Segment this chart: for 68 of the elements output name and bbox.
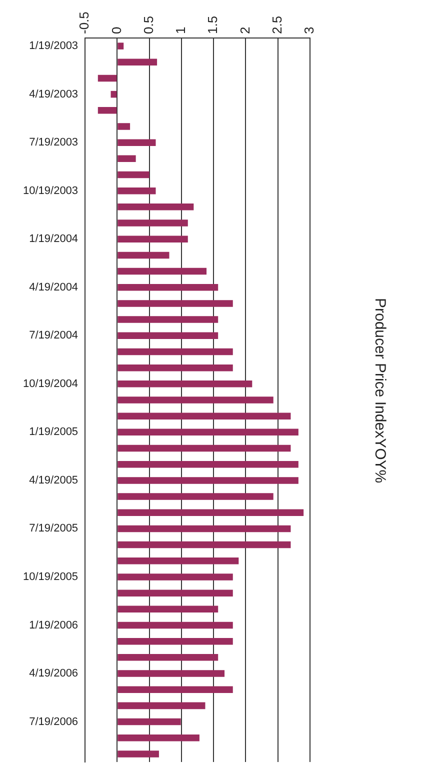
bar	[118, 171, 150, 178]
bar	[118, 558, 239, 564]
bar	[118, 204, 194, 210]
bar	[118, 252, 170, 259]
bar	[118, 493, 274, 500]
x-tick-label: 0	[108, 26, 124, 34]
bar	[118, 622, 233, 629]
x-tick-label: 0.5	[140, 16, 156, 34]
bar	[118, 236, 188, 242]
bar	[118, 187, 156, 194]
bar	[98, 107, 117, 114]
text: Producer Price IndexYOY%	[372, 298, 388, 484]
bar	[118, 300, 233, 307]
y-tick-label: 4/19/2006	[29, 668, 78, 680]
x-tick-label: 1.5	[205, 16, 220, 34]
bar	[118, 42, 124, 50]
x-tick-label: 3	[302, 26, 317, 34]
bar	[118, 606, 218, 613]
bar	[118, 284, 218, 291]
bar	[118, 638, 233, 645]
y-tick-label: 7/19/2006	[29, 716, 78, 728]
bar	[118, 509, 304, 516]
y-tick-label: 1/19/2006	[29, 619, 78, 632]
y-tick-label: 7/19/2005	[29, 522, 78, 535]
bar	[118, 123, 130, 130]
bar	[118, 380, 252, 388]
x-tick-label: 2	[237, 26, 252, 34]
bar	[118, 541, 291, 548]
y-tick-label: 4/19/2003	[29, 88, 78, 100]
bar	[118, 574, 233, 580]
bar	[118, 460, 298, 468]
y-tick-label: 10/19/2005	[22, 571, 78, 584]
bar	[118, 477, 298, 484]
bar	[118, 332, 218, 340]
bar	[118, 412, 291, 420]
y-tick-label: 1/19/2005	[29, 426, 78, 438]
bar	[118, 590, 233, 596]
bar	[98, 74, 117, 82]
x-tick-label: 2.5	[269, 16, 284, 34]
bar	[118, 396, 274, 404]
y-tick-label: 7/19/2003	[29, 136, 78, 149]
x-tick-label: -0.5	[76, 12, 92, 34]
bar	[118, 718, 181, 726]
bar	[118, 58, 158, 66]
bar	[118, 364, 233, 372]
bar	[118, 444, 291, 452]
y-tick-label: 4/19/2004	[29, 281, 78, 294]
bar	[118, 654, 218, 661]
bar	[118, 139, 156, 146]
bar	[118, 702, 206, 710]
bar	[118, 220, 188, 226]
bar	[118, 348, 233, 356]
bar	[118, 155, 136, 162]
y-tick-label: 1/19/2003	[29, 40, 78, 52]
bar	[118, 750, 159, 758]
y-tick-label: 4/19/2005	[29, 474, 78, 486]
x-tick-label: 1	[173, 26, 188, 34]
bar	[118, 268, 207, 275]
y-tick-label: 10/19/2003	[22, 184, 78, 197]
bar	[118, 670, 225, 677]
y-tick-label: 10/19/2004	[22, 378, 78, 390]
bar	[118, 525, 291, 532]
y-tick-label: 7/19/2004	[29, 330, 78, 342]
bar	[118, 316, 218, 323]
bar	[118, 428, 298, 436]
y-tick-label: 1/19/2004	[29, 233, 78, 246]
bar	[118, 734, 200, 742]
bar	[118, 686, 233, 693]
